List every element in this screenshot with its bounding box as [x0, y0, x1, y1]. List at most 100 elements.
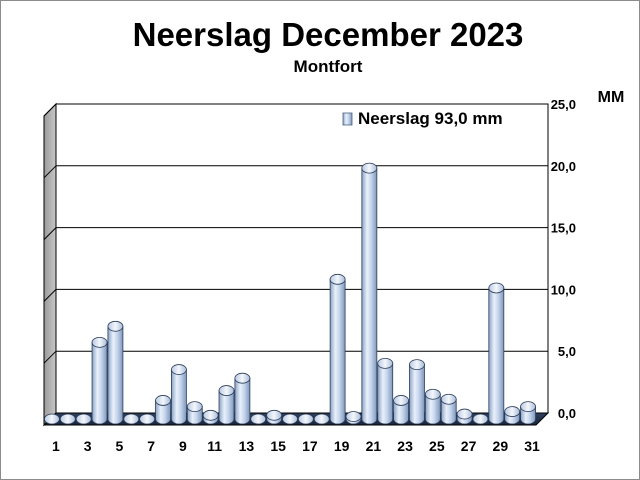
y-axis-ticks: 0,0 5,0 10,0 15,0 20,0 25,0 — [551, 97, 576, 421]
bar-body — [329, 278, 346, 425]
side-wall — [43, 102, 57, 427]
gridline-side — [43, 227, 57, 240]
bar — [488, 282, 505, 425]
x-tick-label: 5 — [116, 438, 124, 454]
bar-top — [44, 413, 60, 425]
y-tick-label: 10,0 — [551, 282, 576, 297]
x-tick-label: 21 — [366, 438, 382, 454]
bar — [234, 372, 251, 425]
chart-walls — [42, 102, 550, 427]
x-tick-label: 31 — [524, 438, 540, 454]
gridline-side — [43, 103, 57, 117]
y-tick-label: 0,0 — [558, 406, 576, 421]
bar — [297, 413, 314, 425]
bar-body — [424, 393, 441, 425]
bar — [202, 409, 219, 425]
bar-top — [424, 388, 441, 400]
chart-subtitle: Montfort — [294, 57, 363, 76]
bar-top — [107, 320, 124, 332]
x-tick-label: 25 — [429, 438, 445, 454]
bar — [91, 336, 108, 425]
bar-top — [440, 393, 457, 405]
bar-top — [377, 357, 394, 369]
bar — [107, 320, 124, 425]
bar-body — [377, 362, 394, 425]
bar — [139, 413, 156, 425]
bar-top — [313, 413, 330, 425]
bar-body — [234, 377, 251, 425]
bar — [345, 411, 362, 425]
bar — [440, 393, 457, 425]
bar-body — [361, 167, 378, 425]
legend-swatch — [342, 112, 353, 126]
x-tick-label: 1 — [52, 438, 60, 454]
x-tick-label: 19 — [334, 438, 350, 454]
bar — [155, 395, 171, 425]
y-tick-label: 25,0 — [551, 97, 576, 112]
bar-top — [155, 395, 171, 406]
x-tick-label: 9 — [179, 438, 187, 454]
bar-top — [202, 409, 219, 421]
bar — [456, 408, 473, 425]
bar-top — [75, 413, 92, 425]
bar — [393, 395, 409, 425]
bar — [44, 413, 60, 425]
bar-top — [59, 413, 76, 425]
bar-top — [250, 413, 267, 425]
bar — [186, 401, 203, 425]
bar-body — [155, 400, 171, 425]
x-tick-label: 11 — [207, 438, 222, 454]
bar-top — [409, 359, 425, 371]
back-wall — [55, 103, 549, 414]
x-tick-label: 27 — [461, 438, 477, 454]
bar — [472, 413, 489, 425]
bar-top — [520, 401, 536, 413]
x-tick-label: 17 — [302, 438, 318, 454]
bar-body — [218, 390, 235, 425]
bar-top — [329, 273, 346, 285]
bar — [424, 388, 441, 425]
bar-body — [409, 364, 425, 425]
bar-top — [186, 401, 203, 413]
bar-top — [456, 408, 473, 420]
bar-top — [472, 413, 489, 425]
chart-title: Neerslag December 2023 — [133, 16, 524, 53]
bar-top — [297, 413, 314, 425]
bar — [171, 364, 187, 425]
x-tick-label: 7 — [147, 438, 155, 454]
bar-top — [345, 411, 362, 422]
bar — [266, 409, 283, 425]
legend: Neerslag 93,0 mm — [342, 109, 503, 128]
bar-top — [139, 413, 156, 425]
bar-body — [107, 325, 124, 425]
x-tick-label: 13 — [239, 438, 255, 454]
bar-body — [171, 369, 187, 425]
x-tick-label: 15 — [270, 438, 286, 454]
y-tick-label: 15,0 — [551, 221, 576, 236]
bar-top — [504, 406, 521, 417]
bar-body — [393, 400, 409, 425]
y-tick-label: 20,0 — [551, 159, 576, 174]
bar — [377, 357, 394, 425]
bar-top — [123, 413, 140, 425]
bar-top — [266, 409, 283, 421]
bar-top — [218, 385, 235, 396]
gridline-side — [43, 350, 57, 364]
x-tick-label: 3 — [84, 438, 92, 454]
bar — [59, 413, 76, 425]
gridline-side — [43, 289, 57, 302]
bar-body — [488, 287, 505, 425]
bar-top — [488, 282, 505, 294]
bar-top — [171, 364, 187, 375]
bar-top — [282, 413, 298, 425]
x-tick-label: 29 — [493, 438, 509, 454]
bar — [520, 401, 536, 425]
bar-top — [91, 336, 108, 348]
y-tick-label: 5,0 — [558, 344, 576, 359]
bar — [361, 162, 378, 425]
bar — [218, 385, 235, 425]
bar — [250, 413, 267, 425]
x-axis-ticks: 1 3 5 7 9 11 13 15 17 19 21 23 25 27 29 31 — [52, 438, 540, 454]
bar — [123, 413, 140, 425]
